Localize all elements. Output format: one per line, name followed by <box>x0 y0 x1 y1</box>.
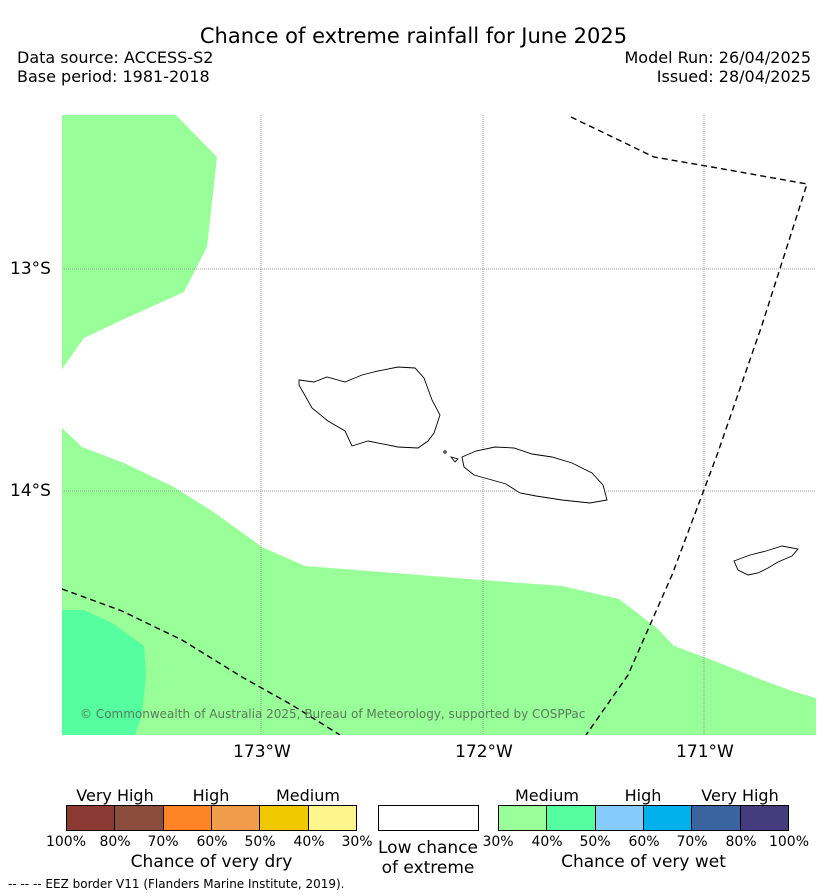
lon-label-171w: 171°W <box>676 742 734 762</box>
lat-label-13s: 13°S <box>10 259 51 279</box>
wet-tick: 30% <box>482 834 514 850</box>
dry-tick: 30% <box>341 834 373 850</box>
island-tutuila <box>733 545 799 576</box>
wet-category-high: High <box>624 786 662 805</box>
eez-border <box>62 116 808 735</box>
wet-legend-title: Chance of very wet <box>561 852 726 872</box>
wet-tick: 60% <box>628 834 660 850</box>
dry-category-very-high: Very High <box>76 786 154 805</box>
eez-footnote: -- -- -- EEZ border V11 (Flanders Marine… <box>8 877 345 891</box>
dry-category-high: High <box>192 786 230 805</box>
dry-swatch <box>163 806 212 830</box>
wet-high-region <box>62 610 146 735</box>
wet-swatch <box>499 806 548 830</box>
wet-swatch <box>692 806 741 830</box>
dry-tick: 50% <box>244 834 276 850</box>
island-savaii <box>298 366 441 449</box>
wet-swatch <box>643 806 693 830</box>
island-apolima <box>443 450 447 454</box>
map-title: Chance of extreme rainfall for June 2025 <box>199 24 628 48</box>
islands <box>298 366 799 576</box>
rainfall-map <box>62 115 816 735</box>
wet-colorbar <box>498 805 789 831</box>
low-chance-swatch <box>378 805 479 831</box>
dry-tick: 40% <box>293 834 325 850</box>
low-chance-label-1: Low chance <box>378 838 478 858</box>
dry-swatch <box>260 806 309 830</box>
wet-swatch <box>547 806 596 830</box>
dry-colorbar <box>66 805 357 831</box>
copyright-note: © Commonwealth of Australia 2025, Bureau… <box>80 707 586 721</box>
model-run: Model Run: 26/04/2025 <box>624 48 812 67</box>
lat-label-14s: 14°S <box>10 481 51 501</box>
data-source: Data source: ACCESS-S2 <box>17 48 214 67</box>
wet-swatch <box>595 806 644 830</box>
wet-tick: 50% <box>579 834 611 850</box>
lon-label-173w: 173°W <box>233 742 291 762</box>
wet-tick: 70% <box>676 834 708 850</box>
wet-tick: 40% <box>531 834 563 850</box>
island-manono <box>449 456 459 463</box>
issued-date: Issued: 28/04/2025 <box>656 67 811 86</box>
gridlines <box>62 115 816 735</box>
lon-label-172w: 172°W <box>455 742 513 762</box>
wet-category-very-high: Very High <box>701 786 779 805</box>
dry-tick: 80% <box>99 834 131 850</box>
wet-swatch <box>740 806 788 830</box>
dry-tick: 100% <box>45 834 87 850</box>
wet-medium-region-north <box>62 115 217 369</box>
island-upolu <box>461 446 608 504</box>
wet-tick: 80% <box>725 834 757 850</box>
dry-tick: 70% <box>147 834 179 850</box>
wet-tick: 100% <box>768 834 810 850</box>
dry-swatch <box>67 806 116 830</box>
dry-category-medium: Medium <box>276 786 340 805</box>
wet-category-medium: Medium <box>515 786 579 805</box>
base-period: Base period: 1981-2018 <box>17 67 210 86</box>
dry-tick: 60% <box>196 834 228 850</box>
dry-swatch <box>308 806 356 830</box>
dry-legend-title: Chance of very dry <box>130 852 293 872</box>
dry-swatch <box>115 806 164 830</box>
low-chance-label-2: of extreme <box>381 858 475 878</box>
wet-medium-region-south <box>62 428 816 735</box>
dry-swatch <box>211 806 261 830</box>
